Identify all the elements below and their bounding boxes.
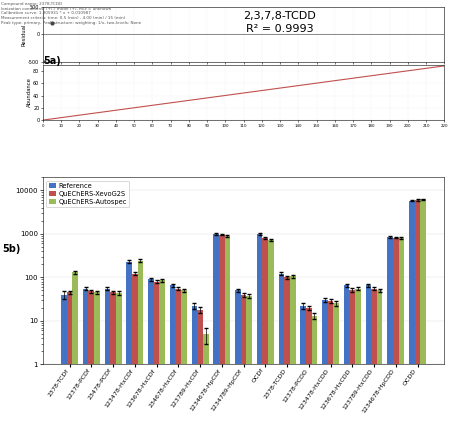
Text: 5b): 5b)	[2, 244, 21, 253]
Bar	[257, 234, 262, 447]
Bar	[83, 289, 88, 447]
Y-axis label: Abundance: Abundance	[27, 77, 32, 107]
Bar	[94, 292, 100, 447]
Bar	[175, 289, 181, 447]
Bar	[67, 292, 73, 447]
Bar	[241, 295, 246, 447]
Bar	[312, 316, 317, 447]
Bar	[377, 291, 382, 447]
Text: Compound name: 2378-TCDD
Ionization conditions: (+/-) mode (+), m/z = unknown
Ca: Compound name: 2378-TCDD Ionization cond…	[1, 2, 141, 25]
Bar	[371, 289, 377, 447]
Bar	[290, 276, 295, 447]
Bar	[328, 301, 333, 447]
Bar	[235, 291, 241, 447]
Bar	[355, 289, 361, 447]
Bar	[420, 199, 426, 447]
Bar	[154, 282, 159, 447]
Bar	[350, 290, 355, 447]
Bar	[344, 286, 350, 447]
Bar	[300, 306, 306, 447]
Y-axis label: Residual: Residual	[22, 23, 27, 46]
Bar	[110, 292, 116, 447]
Bar	[322, 300, 328, 447]
Bar	[203, 334, 208, 447]
Bar	[284, 277, 290, 447]
Bar	[387, 237, 393, 447]
Bar	[262, 238, 268, 447]
Bar	[73, 272, 78, 447]
Bar	[138, 261, 143, 447]
Bar	[159, 280, 165, 447]
Bar	[414, 200, 420, 447]
Bar	[197, 310, 203, 447]
Bar	[279, 274, 284, 447]
Bar	[116, 293, 121, 447]
Bar	[148, 279, 154, 447]
Bar	[306, 308, 312, 447]
Bar	[393, 237, 399, 447]
Bar	[88, 291, 94, 447]
Bar	[333, 304, 339, 447]
Bar	[126, 261, 132, 447]
Text: 2,3,7,8-TCDD
R² = 0.9993: 2,3,7,8-TCDD R² = 0.9993	[243, 11, 316, 34]
Bar	[170, 286, 175, 447]
Bar	[246, 295, 252, 447]
Bar	[366, 286, 371, 447]
Legend: Reference, QuEChERS-XevoG2S, QuEChERS-Autospec: Reference, QuEChERS-XevoG2S, QuEChERS-Au…	[46, 181, 129, 207]
Bar	[409, 201, 414, 447]
Bar	[399, 238, 404, 447]
Bar	[192, 306, 197, 447]
Bar	[219, 235, 225, 447]
Text: 5a): 5a)	[44, 56, 61, 66]
Bar	[268, 240, 274, 447]
Bar	[61, 295, 67, 447]
Bar	[225, 236, 230, 447]
Bar	[181, 291, 187, 447]
Bar	[132, 274, 138, 447]
Bar	[105, 289, 110, 447]
Bar	[213, 234, 219, 447]
